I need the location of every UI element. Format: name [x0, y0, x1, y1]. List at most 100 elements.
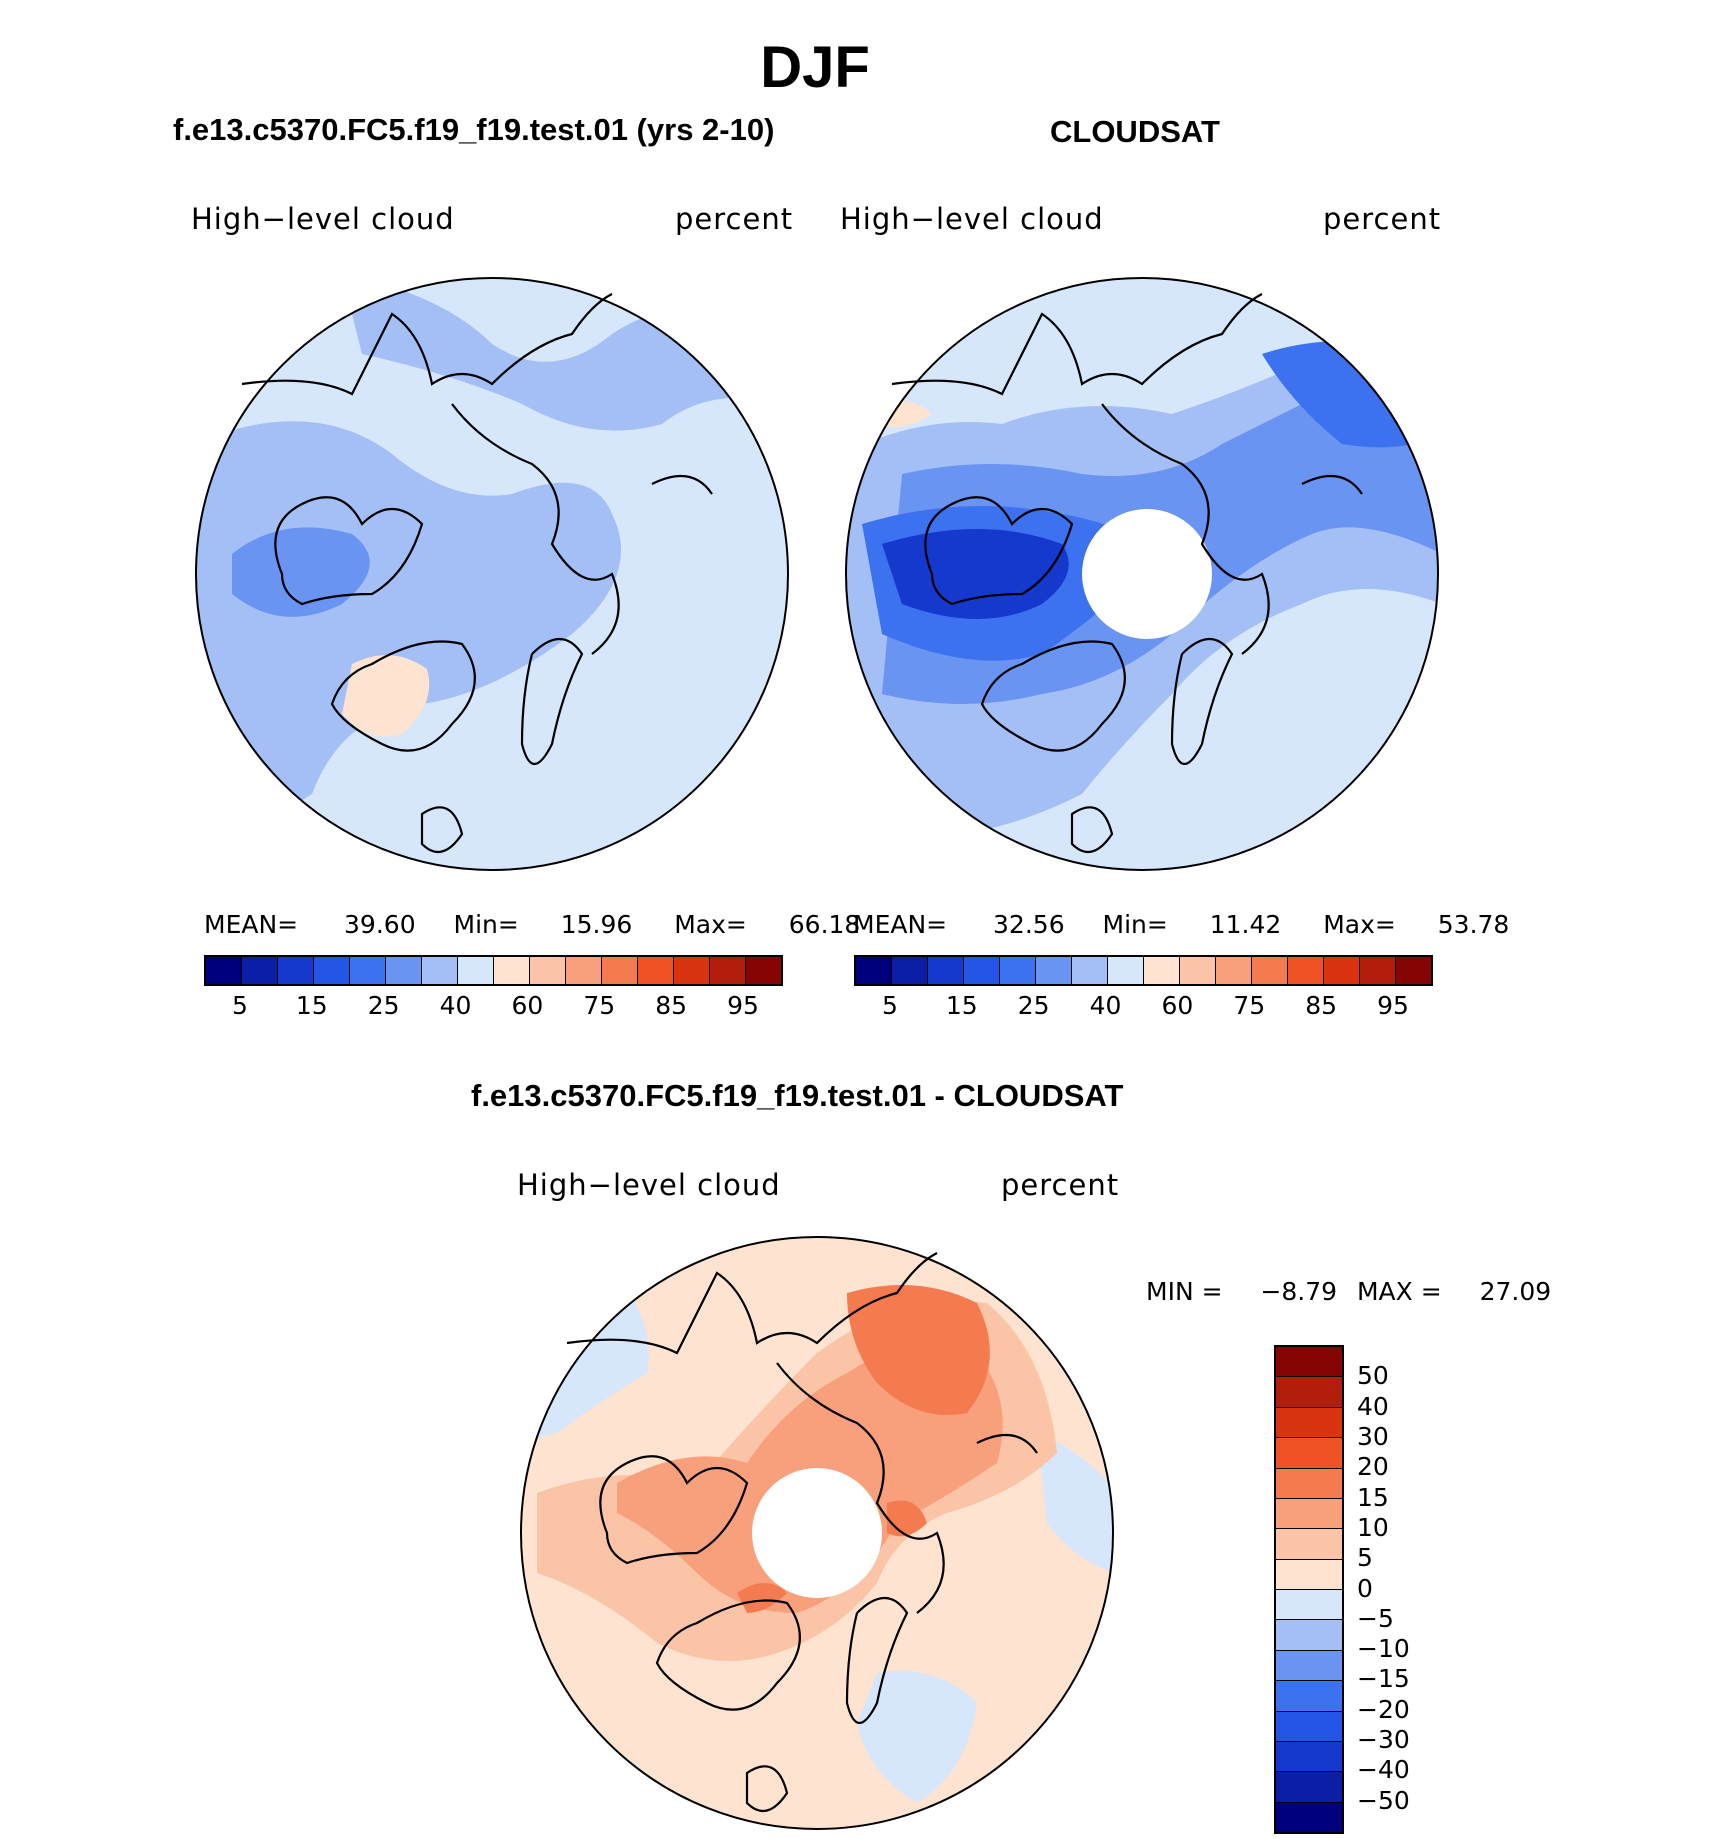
colorbar-tick-label: −10: [1357, 1634, 1410, 1664]
colorbar-swatch: [1276, 1377, 1342, 1408]
obs-max-label: Max=: [1323, 910, 1396, 939]
colorbar-swatch: [1216, 957, 1252, 984]
colorbar-swatch: [206, 957, 242, 984]
colorbar-swatch: [892, 957, 928, 984]
colorbar-swatch: [964, 957, 1000, 984]
colorbar-swatch: [566, 957, 602, 984]
diff-variable-label: High−level cloud: [517, 1168, 781, 1202]
colorbar-swatch: [856, 957, 892, 984]
obs-units-label: percent: [1323, 202, 1442, 236]
colorbar-swatch: [494, 957, 530, 984]
model-max-label: Max=: [674, 910, 747, 939]
colorbar-swatch: [1000, 957, 1036, 984]
colorbar-swatch: [1036, 957, 1072, 984]
obs-panel-title: CLOUDSAT: [1050, 114, 1220, 149]
obs-max-value: 53.78: [1437, 910, 1510, 939]
model-max-value: 66.18: [788, 910, 861, 939]
diff-min-label: MIN =: [1146, 1277, 1223, 1306]
diff-colorbar: [1274, 1345, 1344, 1834]
colorbar-swatch: [278, 957, 314, 984]
colorbar-swatch: [1324, 957, 1360, 984]
colorbar-swatch: [530, 957, 566, 984]
colorbar-swatch: [458, 957, 494, 984]
colorbar-tick-label: 85: [655, 991, 688, 1020]
colorbar-tick-label: −50: [1357, 1785, 1410, 1815]
colorbar-tick-label: 40: [1357, 1391, 1389, 1421]
colorbar-swatch: [1276, 1802, 1342, 1832]
colorbar-swatch: [242, 957, 278, 984]
model-variable-label: High−level cloud: [191, 202, 455, 236]
colorbar-tick-label: −30: [1357, 1725, 1410, 1755]
colorbar-swatch: [314, 957, 350, 984]
colorbar-swatch: [638, 957, 674, 984]
colorbar-tick-label: 95: [1377, 991, 1409, 1020]
colorbar-swatch: [1276, 1650, 1342, 1682]
colorbar-swatch: [1276, 1529, 1342, 1560]
colorbar-tick-label: 10: [1357, 1512, 1389, 1542]
colorbar-tick-label: −40: [1357, 1755, 1410, 1785]
diff-panel-title: f.e13.c5370.FC5.f19_f19.test.01 - CLOUDS…: [471, 1078, 1124, 1113]
colorbar-tick-label: 25: [367, 991, 400, 1020]
colorbar-tick-label: −15: [1357, 1664, 1410, 1694]
colorbar-tick-label: 20: [1357, 1452, 1389, 1482]
model-colorbar: [204, 955, 783, 986]
diff-min-value: −8.79: [1260, 1277, 1338, 1306]
obs-colorbar: [854, 955, 1433, 986]
colorbar-swatch: [1276, 1468, 1342, 1499]
colorbar-swatch: [1276, 1681, 1342, 1712]
colorbar-swatch: [1180, 957, 1216, 984]
colorbar-tick-label: 75: [1233, 991, 1266, 1020]
colorbar-swatch: [746, 957, 781, 984]
colorbar-swatch: [1276, 1438, 1342, 1469]
colorbar-swatch: [674, 957, 710, 984]
colorbar-swatch: [1072, 957, 1108, 984]
obs-polar-map: [845, 277, 1439, 871]
colorbar-tick-label: −20: [1357, 1694, 1410, 1724]
colorbar-swatch: [928, 957, 964, 984]
obs-min-value: 11.42: [1209, 910, 1282, 939]
colorbar-swatch: [1276, 1620, 1342, 1651]
colorbar-swatch: [1276, 1559, 1342, 1590]
colorbar-swatch: [1360, 957, 1396, 984]
diff-max-value: 27.09: [1479, 1277, 1552, 1306]
colorbar-swatch: [710, 957, 746, 984]
colorbar-tick-label: 15: [1357, 1482, 1389, 1512]
colorbar-tick-label: 5: [1357, 1543, 1373, 1573]
model-units-label: percent: [675, 202, 794, 236]
colorbar-tick-label: 40: [439, 991, 472, 1020]
colorbar-tick-label: 60: [511, 991, 544, 1020]
model-min-value: 15.96: [560, 910, 633, 939]
colorbar-swatch: [1288, 957, 1324, 984]
colorbar-swatch: [1276, 1711, 1342, 1742]
colorbar-swatch: [1276, 1590, 1342, 1621]
colorbar-tick-label: 25: [1017, 991, 1050, 1020]
diff-units-label: percent: [1001, 1168, 1120, 1202]
colorbar-swatch: [1276, 1498, 1342, 1530]
colorbar-swatch: [350, 957, 386, 984]
colorbar-tick-label: 75: [583, 991, 616, 1020]
colorbar-tick-label: 50: [1357, 1361, 1389, 1391]
colorbar-swatch: [1276, 1407, 1342, 1439]
model-min-label: Min=: [453, 910, 519, 939]
obs-variable-label: High−level cloud: [840, 202, 1104, 236]
colorbar-swatch: [602, 957, 638, 984]
colorbar-tick-label: 0: [1357, 1573, 1373, 1603]
obs-mean-value: 32.56: [993, 910, 1065, 939]
colorbar-swatch: [1252, 957, 1288, 984]
colorbar-swatch: [1108, 957, 1144, 984]
colorbar-tick-label: 5: [231, 991, 248, 1020]
colorbar-tick-label: 60: [1161, 991, 1194, 1020]
colorbar-swatch: [422, 957, 458, 984]
colorbar-swatch: [1276, 1347, 1342, 1378]
diff-max-label: MAX =: [1356, 1277, 1442, 1306]
obs-min-label: Min=: [1102, 910, 1168, 939]
colorbar-tick-label: 30: [1357, 1421, 1389, 1451]
model-mean-value: 39.60: [344, 910, 416, 939]
colorbar-swatch: [1276, 1772, 1342, 1803]
model-polar-map: [195, 277, 789, 871]
colorbar-tick-label: 85: [1305, 991, 1338, 1020]
colorbar-swatch: [386, 957, 422, 984]
colorbar-swatch: [1144, 957, 1180, 984]
colorbar-tick-label: 5: [881, 991, 898, 1020]
colorbar-tick-label: 40: [1089, 991, 1122, 1020]
